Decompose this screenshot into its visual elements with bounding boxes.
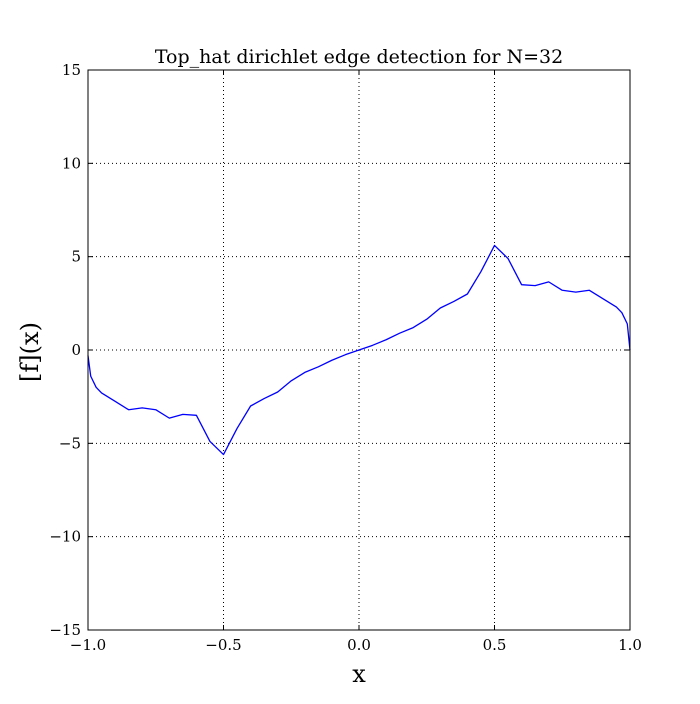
- x-tick-label: −1.0: [70, 636, 106, 654]
- x-axis-label: x: [352, 660, 366, 688]
- x-tick-label: 0.0: [347, 636, 371, 654]
- plot-frame: [87, 69, 631, 631]
- y-tick-label: 10: [62, 154, 81, 172]
- y-tick-label: −10: [49, 528, 81, 546]
- x-tick-label: 0.5: [483, 636, 507, 654]
- y-tick-label: 15: [62, 61, 81, 79]
- data-line: [87, 244, 631, 456]
- y-tick-label: 0: [71, 341, 81, 359]
- chart-title: Top_hat dirichlet edge detection for N=3…: [155, 46, 563, 68]
- x-tick-label: −0.5: [205, 636, 241, 654]
- y-tick-label: −5: [59, 434, 81, 452]
- y-tick-label: 5: [71, 248, 81, 266]
- y-tick-label: −15: [49, 621, 81, 639]
- x-tick-label: 1.0: [618, 636, 642, 654]
- y-axis-label: [f](x): [16, 322, 44, 382]
